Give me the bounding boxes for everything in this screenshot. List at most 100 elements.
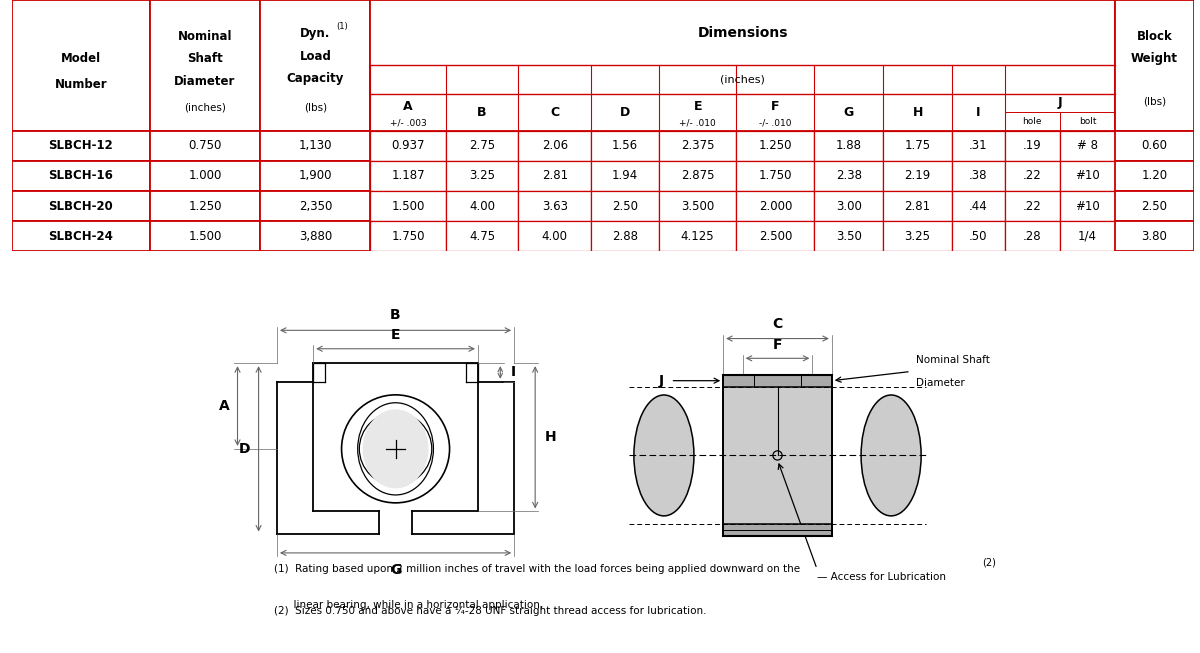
Text: C: C [550, 106, 559, 119]
Text: 1,130: 1,130 [299, 139, 332, 152]
Text: 1.000: 1.000 [188, 170, 222, 182]
Text: F: F [772, 101, 780, 114]
Text: 1.88: 1.88 [835, 139, 862, 152]
Text: 1.500: 1.500 [391, 200, 425, 213]
Text: -/- .010: -/- .010 [760, 118, 792, 127]
Bar [1115, 191, 1194, 221]
Bar [659, 161, 737, 191]
Text: — Access for Lubrication: — Access for Lubrication [817, 572, 946, 582]
Text: Weight: Weight [1132, 52, 1178, 65]
Text: (inches): (inches) [720, 74, 766, 85]
Bar [724, 524, 832, 536]
Text: 1.56: 1.56 [612, 139, 638, 152]
Text: Block: Block [1136, 30, 1172, 43]
Bar [659, 221, 737, 251]
Bar [445, 161, 518, 191]
Bar [1115, 161, 1194, 191]
Text: 2.500: 2.500 [758, 230, 792, 243]
Text: 2.06: 2.06 [541, 139, 568, 152]
Bar [815, 131, 883, 161]
Text: Diameter: Diameter [916, 378, 965, 388]
Text: Dimensions: Dimensions [697, 25, 788, 40]
Text: 1/4: 1/4 [1078, 230, 1097, 243]
Text: .44: .44 [970, 200, 988, 213]
Text: Load: Load [299, 50, 331, 63]
Bar [883, 221, 952, 251]
Bar [592, 131, 659, 161]
Text: 4.75: 4.75 [469, 230, 496, 243]
Text: SLBCH-20: SLBCH-20 [48, 200, 113, 213]
Bar [445, 221, 518, 251]
Text: A: A [218, 399, 229, 413]
Bar [260, 221, 371, 251]
Text: (2): (2) [982, 557, 996, 567]
Ellipse shape [634, 395, 694, 516]
Text: 3.50: 3.50 [835, 230, 862, 243]
Bar [952, 191, 1004, 221]
Text: 4.00: 4.00 [541, 230, 568, 243]
Text: 2.19: 2.19 [905, 170, 931, 182]
Text: B: B [478, 106, 487, 119]
Bar [150, 191, 260, 221]
Text: 1,900: 1,900 [299, 170, 332, 182]
Bar [1115, 0, 1194, 131]
Bar [518, 221, 592, 251]
Text: I: I [976, 106, 980, 119]
Text: SLBCH-16: SLBCH-16 [48, 170, 113, 182]
Bar [445, 131, 518, 161]
Text: 3.25: 3.25 [469, 170, 496, 182]
Bar [592, 161, 659, 191]
Text: 2.88: 2.88 [612, 230, 638, 243]
Text: Capacity: Capacity [287, 72, 344, 85]
Bar [1004, 221, 1060, 251]
Bar [659, 191, 737, 221]
Bar [371, 0, 1115, 131]
Text: 3.80: 3.80 [1141, 230, 1168, 243]
Text: G: G [844, 106, 854, 119]
Bar [724, 375, 832, 387]
Bar [815, 161, 883, 191]
Bar [260, 0, 371, 131]
Bar [1060, 131, 1115, 161]
Bar [150, 161, 260, 191]
Bar [518, 131, 592, 161]
Bar [260, 161, 371, 191]
Text: 4.125: 4.125 [680, 230, 714, 243]
Text: 1.75: 1.75 [905, 139, 931, 152]
Text: E: E [391, 328, 401, 342]
Text: 1.500: 1.500 [188, 230, 222, 243]
Text: SLBCH-12: SLBCH-12 [48, 139, 113, 152]
Text: 3.25: 3.25 [905, 230, 931, 243]
Text: #10: #10 [1075, 170, 1100, 182]
Text: E: E [694, 101, 702, 114]
Bar [659, 131, 737, 161]
Bar [737, 221, 815, 251]
Text: 2.50: 2.50 [612, 200, 638, 213]
Bar [737, 161, 815, 191]
Text: 1.250: 1.250 [758, 139, 792, 152]
Text: 3.500: 3.500 [682, 200, 714, 213]
Text: .38: .38 [970, 170, 988, 182]
Text: Diameter: Diameter [174, 74, 235, 88]
Text: A: A [403, 101, 413, 114]
Bar [518, 161, 592, 191]
Text: 1.187: 1.187 [391, 170, 425, 182]
Bar [260, 191, 371, 221]
Text: H: H [912, 106, 923, 119]
Text: J: J [659, 374, 664, 388]
Text: 2.75: 2.75 [469, 139, 496, 152]
Text: (inches): (inches) [184, 103, 226, 112]
Text: Model: Model [61, 52, 101, 65]
Text: D: D [620, 106, 630, 119]
Bar [1004, 161, 1060, 191]
Bar [952, 131, 1004, 161]
Text: (lbs): (lbs) [1142, 97, 1166, 107]
Text: hole: hole [1022, 117, 1042, 126]
Bar [952, 161, 1004, 191]
Text: (1)  Rating based upon 2 million inches of travel with the load forces being app: (1) Rating based upon 2 million inches o… [274, 564, 800, 574]
Bar [1060, 221, 1115, 251]
Bar [371, 161, 445, 191]
Text: Nominal: Nominal [178, 30, 233, 43]
Bar [952, 221, 1004, 251]
Bar [737, 191, 815, 221]
